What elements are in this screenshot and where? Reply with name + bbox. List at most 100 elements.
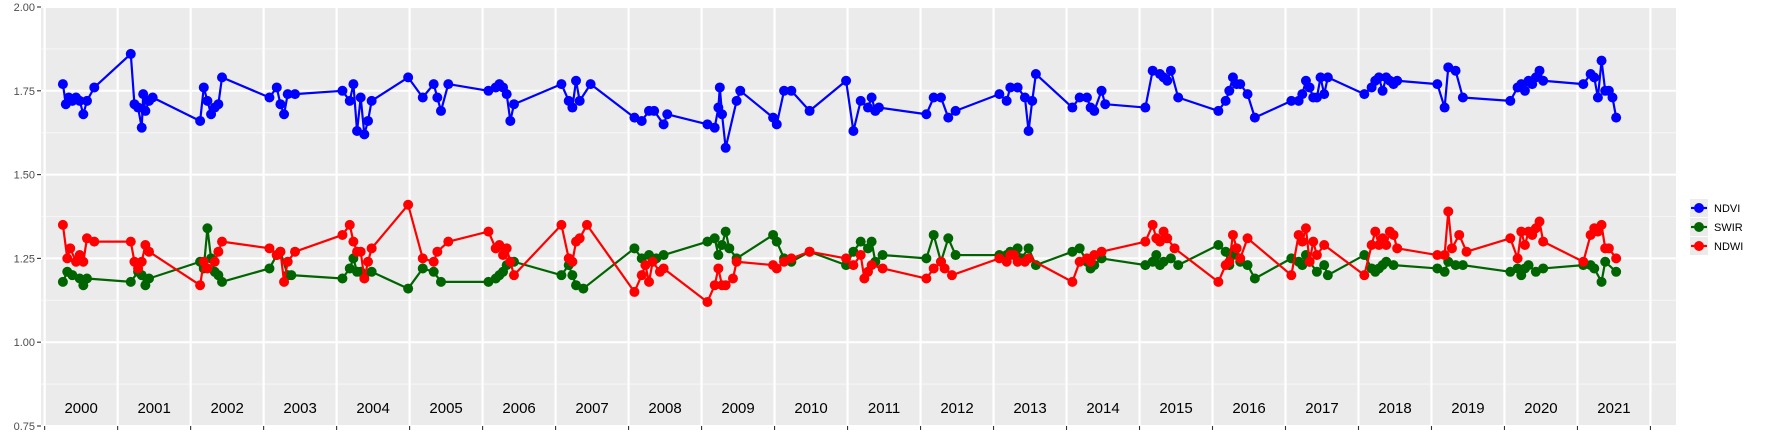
data-point-ndwi (1366, 239, 1377, 250)
data-point-ndwi (1538, 236, 1549, 247)
data-point-ndwi (1603, 243, 1614, 254)
year-label: 2006 (502, 400, 535, 417)
data-point-ndwi (443, 236, 454, 247)
data-point-ndvi (1392, 75, 1403, 86)
data-point-ndwi (213, 246, 224, 257)
legend: NDVI SWIR NDWI (1690, 199, 1743, 255)
year-label: 2018 (1378, 400, 1411, 417)
data-point-ndvi (1519, 85, 1530, 96)
data-point-ndwi (866, 260, 877, 271)
data-point-swir (928, 229, 939, 240)
year-label: 2015 (1159, 400, 1192, 417)
year-label: 2004 (356, 400, 389, 417)
data-point-ndvi (198, 82, 209, 93)
legend-item-swir: SWIR (1690, 218, 1743, 236)
data-point-swir (217, 276, 228, 287)
data-point-swir (81, 273, 92, 284)
legend-key-point (1694, 241, 1704, 251)
data-point-ndwi (417, 253, 428, 264)
legend-label: NDVI (1714, 203, 1740, 215)
data-point-ndvi (574, 95, 585, 106)
data-point-ndvi (217, 72, 228, 83)
data-point-ndwi (1439, 250, 1450, 261)
y-tick-label: 1.25 (14, 253, 35, 265)
year-label: 2009 (721, 400, 754, 417)
data-point-swir (428, 266, 439, 277)
data-point-swir (1538, 263, 1549, 274)
data-point-ndvi (125, 48, 136, 59)
data-point-ndvi (264, 92, 275, 103)
data-point-ndwi (1359, 270, 1370, 281)
data-point-ndwi (567, 256, 578, 267)
data-point-ndwi (1096, 246, 1107, 257)
data-point-ndvi (443, 79, 454, 90)
data-point-ndwi (62, 253, 73, 264)
series-ndvi (57, 48, 1622, 153)
y-tick-label: 1.50 (14, 170, 35, 182)
data-point-ndvi (1538, 75, 1549, 86)
data-point-ndvi (1242, 89, 1253, 100)
data-point-ndwi (1169, 243, 1180, 254)
data-point-ndwi (1461, 246, 1472, 257)
data-point-swir (1359, 250, 1370, 261)
data-point-ndvi (1249, 112, 1260, 123)
data-point-ndwi (581, 219, 592, 230)
data-point-ndvi (89, 82, 100, 93)
data-point-ndvi (1030, 69, 1041, 80)
data-point-ndvi (1165, 65, 1176, 76)
data-point-ndvi (1439, 102, 1450, 113)
data-point-ndvi (1089, 105, 1100, 116)
y-tick-label: 0.75 (14, 421, 35, 433)
data-point-ndvi (658, 119, 669, 130)
data-point-swir (1023, 243, 1034, 254)
year-label: 2012 (940, 400, 973, 417)
data-point-ndwi (946, 270, 957, 281)
data-point-ndvi (804, 105, 815, 116)
year-label: 2007 (575, 400, 608, 417)
data-point-ndwi (841, 253, 852, 264)
data-point-ndwi (1505, 233, 1516, 244)
data-point-ndwi (647, 256, 658, 267)
data-point-ndwi (727, 273, 738, 284)
data-point-ndwi (1319, 239, 1330, 250)
data-point-ndvi (1001, 95, 1012, 106)
data-point-ndvi (935, 92, 946, 103)
data-point-swir (144, 273, 155, 284)
y-tick-label: 1.75 (14, 86, 35, 98)
data-point-ndvi (1100, 99, 1111, 110)
data-point-ndvi (649, 105, 660, 116)
data-point-swir (629, 243, 640, 254)
data-point-ndwi (1286, 270, 1297, 281)
data-point-ndwi (855, 250, 866, 261)
data-point-swir (57, 276, 68, 287)
data-point-ndwi (1381, 239, 1392, 250)
data-point-ndwi (1224, 256, 1235, 267)
data-point-ndwi (1432, 250, 1443, 261)
data-point-ndvi (147, 92, 158, 103)
data-point-swir (1319, 260, 1330, 271)
data-point-ndvi (337, 85, 348, 96)
data-point-ndvi (1005, 82, 1016, 93)
data-point-ndwi (1596, 219, 1607, 230)
data-point-ndwi (1392, 243, 1403, 254)
data-point-ndvi (359, 129, 370, 140)
data-point-swir (1213, 239, 1224, 250)
year-label: 2019 (1451, 400, 1484, 417)
data-point-ndvi (1319, 89, 1330, 100)
data-point-ndvi (1457, 92, 1468, 103)
year-label: 2016 (1232, 400, 1265, 417)
data-point-swir (1388, 260, 1399, 271)
data-point-ndwi (702, 296, 713, 307)
data-point-ndvi (1304, 82, 1315, 93)
data-point-ndvi (1286, 95, 1297, 106)
data-point-ndvi (921, 109, 932, 120)
data-point-ndvi (1213, 105, 1224, 116)
series-layer (57, 48, 1622, 307)
data-point-ndvi (1359, 89, 1370, 100)
data-point-ndwi (282, 256, 293, 267)
year-labels: 2000 2001 2002 2003 2004 2005 2006 2007 2008 2009… (64, 400, 1630, 417)
data-point-ndvi (1224, 85, 1235, 96)
data-point-swir (1311, 266, 1322, 277)
data-point-ndvi (508, 99, 519, 110)
data-point-ndvi (501, 89, 512, 100)
